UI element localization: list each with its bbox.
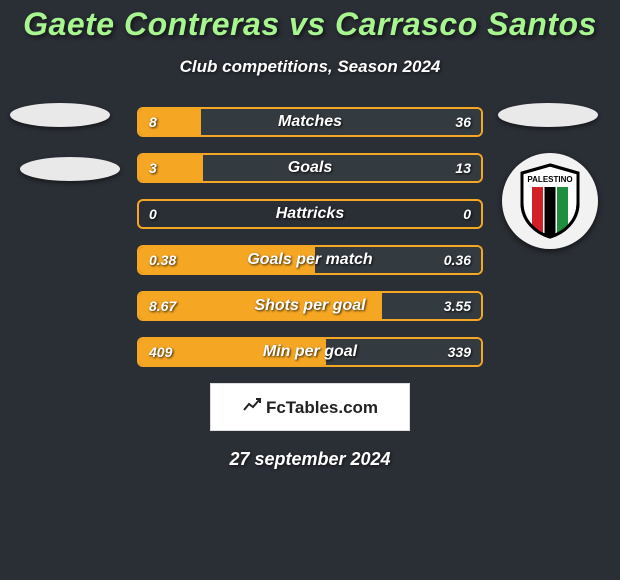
stat-bar-left bbox=[139, 155, 203, 181]
player-right-badge-1 bbox=[498, 103, 598, 127]
attribution-label: FcTables.com bbox=[242, 398, 378, 417]
shield-icon: PALESTINO bbox=[518, 163, 582, 239]
comparison-date: 27 september 2024 bbox=[0, 449, 620, 470]
stat-bar-right bbox=[315, 247, 481, 273]
stat-row: Hattricks0 0 bbox=[137, 199, 483, 229]
crest-text: PALESTINO bbox=[527, 175, 572, 184]
stat-bar-right bbox=[203, 155, 481, 181]
comparison-subtitle: Club competitions, Season 2024 bbox=[0, 57, 620, 77]
stat-row: Min per goal409339 bbox=[137, 337, 483, 367]
stat-bar-right bbox=[201, 109, 481, 135]
stat-row: Goals313 bbox=[137, 153, 483, 183]
player-left-badge-1 bbox=[10, 103, 110, 127]
stat-bar-right bbox=[326, 339, 481, 365]
stat-value-left: 0 bbox=[149, 201, 157, 227]
stat-value-right: 0 bbox=[463, 201, 471, 227]
stat-bars: Matches836 Goals313 Hattricks0 0 Goals per m… bbox=[137, 107, 483, 367]
stat-row: Matches836 bbox=[137, 107, 483, 137]
stat-bar-left bbox=[139, 293, 382, 319]
club-crest: PALESTINO bbox=[502, 153, 598, 249]
comparison-area: PALESTINO Matches836 Goals313 Hattricks0 0 G… bbox=[0, 107, 620, 367]
stat-bar-left bbox=[139, 339, 326, 365]
stat-bar-left bbox=[139, 247, 315, 273]
stat-row: Goals per match0.380.36 bbox=[137, 245, 483, 275]
comparison-title: Gaete Contreras vs Carrasco Santos bbox=[0, 6, 620, 43]
stat-bar-left bbox=[139, 109, 201, 135]
stat-bar-right bbox=[382, 293, 481, 319]
attribution-text: FcTables.com bbox=[266, 398, 378, 417]
infographic-container: Gaete Contreras vs Carrasco Santos Club … bbox=[0, 0, 620, 470]
chart-icon bbox=[242, 396, 262, 416]
stat-label: Hattricks bbox=[139, 201, 481, 227]
stat-row: Shots per goal8.673.55 bbox=[137, 291, 483, 321]
player-left-badge-2 bbox=[20, 157, 120, 181]
attribution-box: FcTables.com bbox=[210, 383, 410, 431]
